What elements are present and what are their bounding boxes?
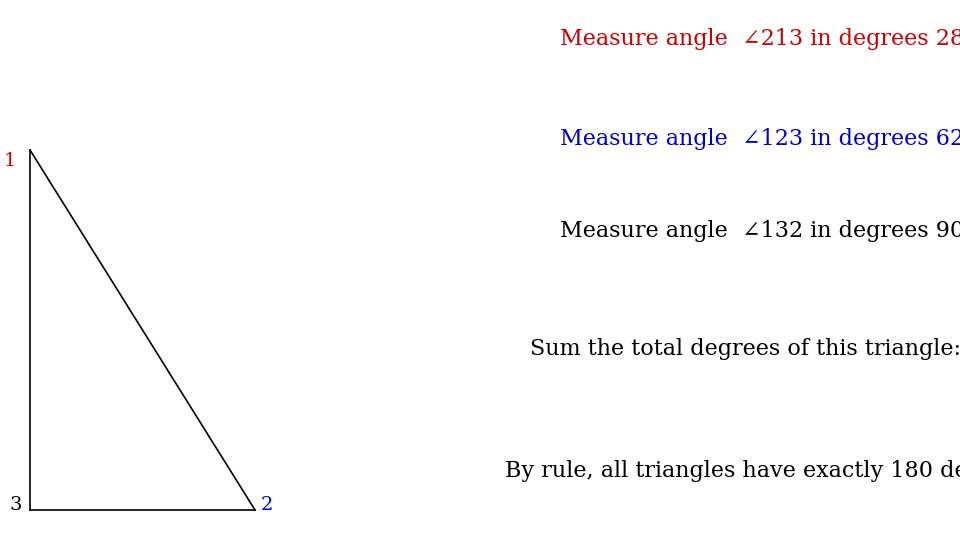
Text: Measure angle  ∠132 in degrees 90°: Measure angle ∠132 in degrees 90° (560, 220, 960, 242)
Text: 1: 1 (4, 152, 16, 170)
Text: By rule, all triangles have exactly 180 degrees.: By rule, all triangles have exactly 180 … (505, 460, 960, 482)
Text: Sum the total degrees of this triangle: 180°: Sum the total degrees of this triangle: … (530, 338, 960, 360)
Text: 3: 3 (10, 496, 22, 514)
Text: Measure angle  ∠213 in degrees 28°: Measure angle ∠213 in degrees 28° (560, 28, 960, 50)
Text: 2: 2 (261, 496, 274, 514)
Text: Measure angle  ∠123 in degrees 62°: Measure angle ∠123 in degrees 62° (560, 128, 960, 150)
